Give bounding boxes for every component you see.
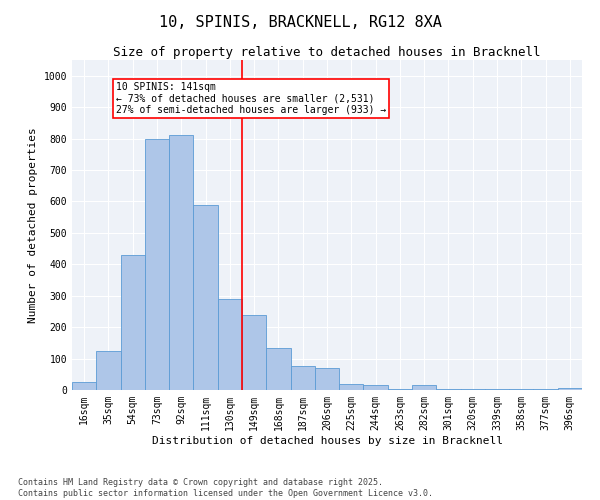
Bar	[72, 382, 96, 390]
Title: Size of property relative to detached houses in Bracknell: Size of property relative to detached ho…	[113, 46, 541, 59]
Text: 10, SPINIS, BRACKNELL, RG12 8XA: 10, SPINIS, BRACKNELL, RG12 8XA	[158, 15, 442, 30]
Bar	[315, 368, 339, 390]
Bar	[339, 384, 364, 390]
Bar	[145, 138, 169, 390]
Bar	[266, 348, 290, 390]
Text: 10 SPINIS: 141sqm
← 73% of detached houses are smaller (2,531)
27% of semi-detac: 10 SPINIS: 141sqm ← 73% of detached hous…	[116, 82, 386, 115]
Bar	[96, 350, 121, 390]
Bar	[169, 136, 193, 390]
Y-axis label: Number of detached properties: Number of detached properties	[28, 127, 38, 323]
Bar	[412, 386, 436, 390]
X-axis label: Distribution of detached houses by size in Bracknell: Distribution of detached houses by size …	[151, 436, 503, 446]
Bar	[242, 314, 266, 390]
Bar	[193, 204, 218, 390]
Bar	[558, 388, 582, 390]
Bar	[218, 299, 242, 390]
Text: Contains HM Land Registry data © Crown copyright and database right 2025.
Contai: Contains HM Land Registry data © Crown c…	[18, 478, 433, 498]
Bar	[364, 386, 388, 390]
Bar	[290, 366, 315, 390]
Bar	[121, 255, 145, 390]
